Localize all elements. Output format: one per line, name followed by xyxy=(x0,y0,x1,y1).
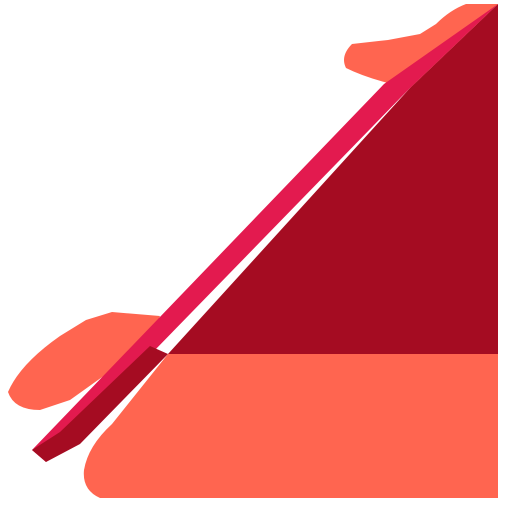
bottom-fletching xyxy=(8,312,160,410)
arrow-head-shadow xyxy=(32,346,168,462)
lower-coral-wedge xyxy=(83,354,499,498)
top-fletching xyxy=(344,4,498,88)
dark-red-triangle xyxy=(168,4,498,354)
